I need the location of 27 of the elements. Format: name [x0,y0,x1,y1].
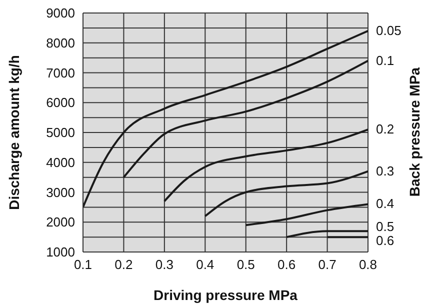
y-tick-label: 6000 [46,95,75,110]
x-tick-label: 0.3 [155,257,174,272]
y-tick-label: 9000 [46,6,75,21]
x-tick-label: 0.7 [318,257,336,272]
series-label: 0.3 [376,163,394,178]
y-tick-label: 2000 [46,214,75,230]
y-tick-label: 8000 [46,35,75,50]
x-tick-label: 0.4 [196,257,214,272]
series-label: 0.05 [376,22,402,38]
y-tick-label: 7000 [46,65,75,80]
y-tick-label: 1000 [46,244,75,260]
series-label: 0.5 [376,219,394,234]
series-label: 0.1 [376,52,394,68]
x-tick-label: 0.5 [236,257,255,272]
series-label: 0.2 [376,122,394,137]
x-tick-label: 0.8 [358,257,378,272]
x-axis-title: Driving pressure MPa [154,287,298,303]
series-label: 0.4 [376,196,394,212]
x-tick-label: 0.2 [114,257,133,272]
legend-title: Back pressure MPa [406,67,423,197]
x-tick-label: 0.6 [278,257,296,272]
y-tick-label: 4000 [46,154,75,170]
y-tick-label: 5000 [46,125,75,140]
y-axis-title: Discharge amount kg/h [6,55,22,210]
x-tick-label: 0.1 [74,257,92,272]
series-label: 0.6 [376,233,394,248]
y-tick-label: 3000 [46,184,75,200]
